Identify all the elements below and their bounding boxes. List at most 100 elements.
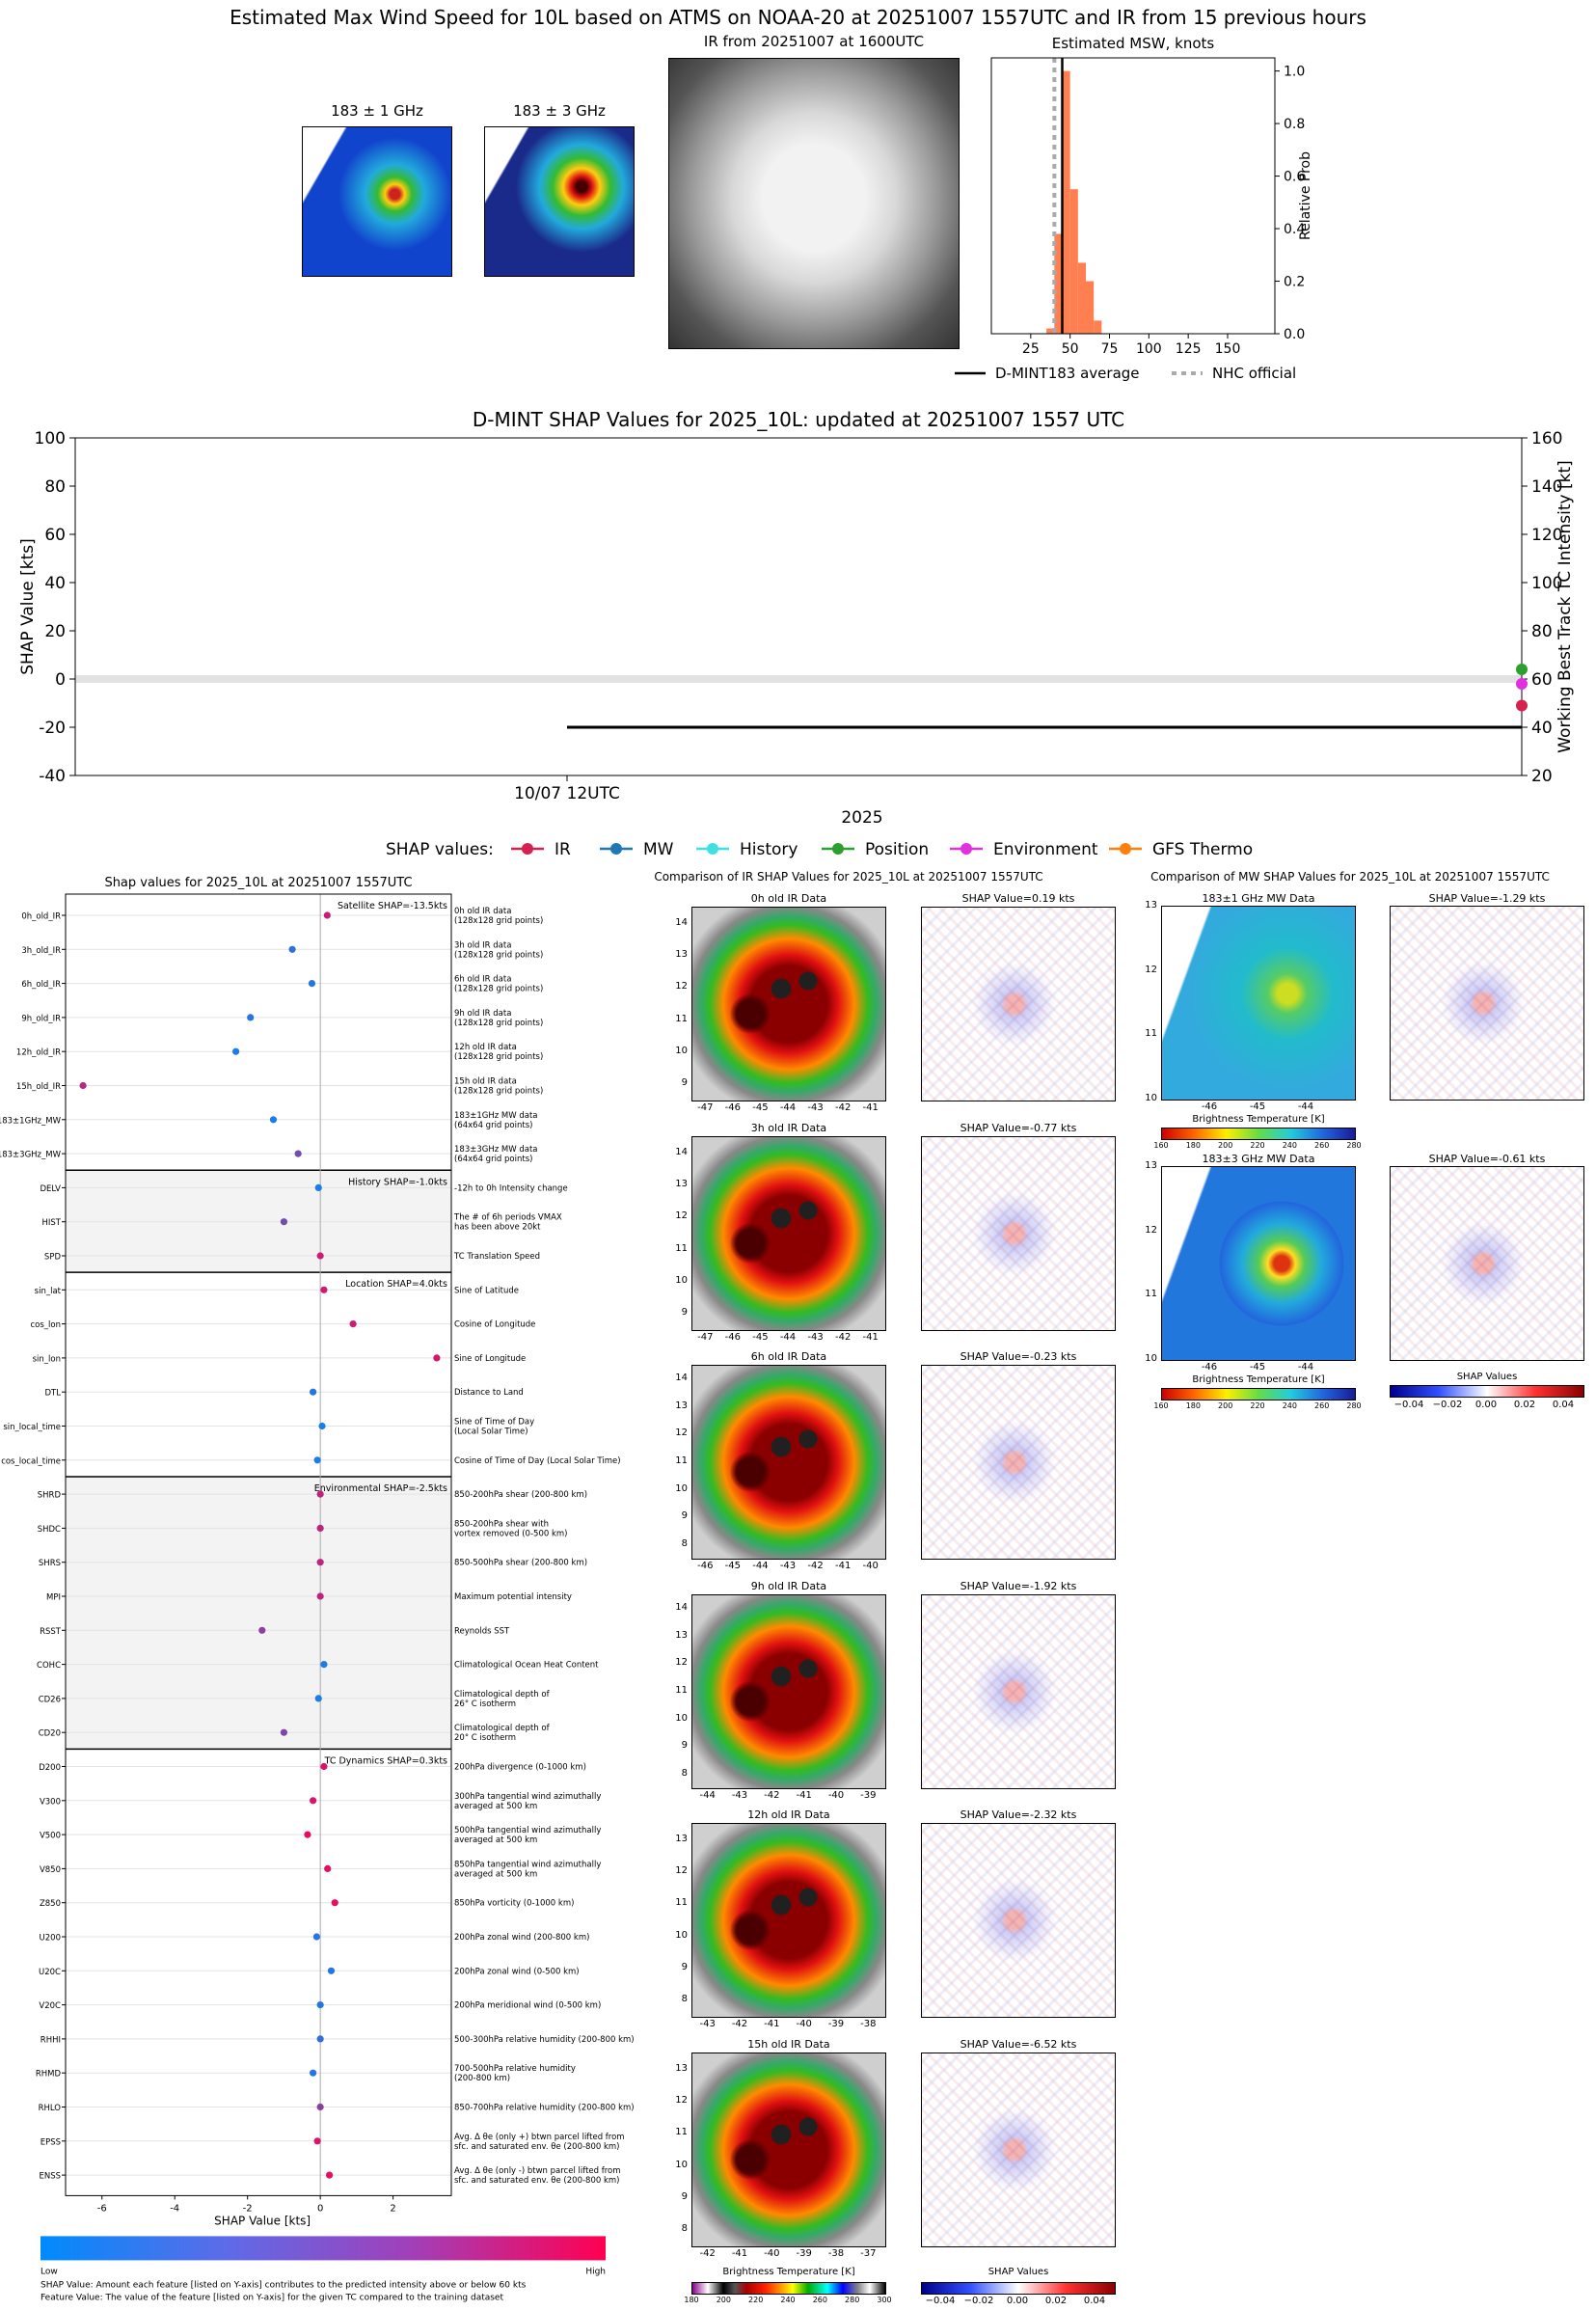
feature-description: Cosine of Time of Day (Local Solar Time) (454, 1456, 621, 1466)
hist-frame (990, 57, 1276, 335)
feature-name: DELV (40, 1184, 61, 1194)
ir-data-title: 15h old IR Data (747, 2038, 830, 2051)
mw-ytick-label: 11 (1145, 1028, 1157, 1040)
feature-description: sfc. and saturated env. θe (200-800 km) (454, 2142, 620, 2152)
feature-shap-point (269, 1116, 278, 1124)
left-tick-label: 60 (44, 526, 66, 545)
group-shade (66, 1476, 451, 1750)
feature-description: Climatological Ocean Heat Content (454, 1661, 599, 1671)
timeline-title: D-MINT SHAP Values for 2025_10L: updated… (473, 408, 1124, 431)
hist-xtick-label: 50 (1062, 341, 1079, 357)
ir-ytick-label: 13 (675, 1400, 688, 1411)
feature-description: averaged at 500 km (454, 1802, 537, 1811)
mw-colorbar-tick: 260 (1314, 1141, 1330, 1150)
feature-shap-point (313, 1456, 321, 1464)
right-tick-label: 60 (1531, 670, 1553, 690)
ir-data-title: 0h old IR Data (750, 892, 827, 905)
feature-description: 200hPa zonal wind (200-800 km) (454, 1933, 589, 1943)
ir-ytick-label: 12 (675, 1865, 688, 1876)
ir-data-image (691, 1136, 886, 1331)
feature-shap-point (314, 1183, 322, 1191)
ir-shap-title: SHAP Value=-6.52 kts (960, 2038, 1077, 2051)
feature-name: 9h_old_IR (21, 1014, 61, 1023)
ir-xtick-label: -42 (731, 2019, 748, 2029)
ir-shap-colorbar-tick: −0.04 (925, 2296, 956, 2306)
hist-xtick-label: 25 (1022, 341, 1040, 357)
mw-colorbar-tick: 180 (1185, 1141, 1201, 1150)
legend-average-label: D-MINT183 average (995, 365, 1140, 382)
ir-xtick-label: -40 (862, 1561, 879, 1571)
ir-colorbar-tick: 220 (748, 2296, 764, 2304)
hist-ytick-label: 1.0 (1284, 65, 1305, 80)
feature-name: V20C (39, 2001, 61, 2011)
feature-description: Climatological depth of (454, 1690, 551, 1699)
left-tick-label: -20 (39, 719, 66, 738)
feature-shap-point (310, 2069, 317, 2077)
ir-xtick-label: -39 (827, 2019, 845, 2029)
mw-xtick-label: -46 (1201, 1101, 1218, 1112)
feature-name: SHRD (38, 1491, 62, 1501)
feature-name: V850 (40, 1865, 61, 1875)
timeline-ylabel-right: Working Best Track TC Intensity [kt] (1555, 460, 1575, 753)
ir-ytick-label: 8 (681, 1994, 688, 2005)
mw-shap-colorbar-tick: 0.00 (1474, 1400, 1498, 1410)
feature-shap-point (318, 1422, 326, 1430)
ir-ytick-label: 13 (675, 949, 688, 960)
ir-xtick-label: -38 (860, 2019, 877, 2029)
feature-name: 183±3GHz_MW (0, 1151, 62, 1160)
hist-bar (1062, 70, 1070, 334)
ir-colorbar-tick: 260 (812, 2296, 827, 2304)
ir-ytick-label: 12 (675, 1210, 688, 1222)
legend-marker-environment (960, 843, 972, 855)
mw-colorbar-tick: 280 (1346, 1401, 1362, 1410)
ir-xtick-label: -42 (834, 1102, 852, 1113)
hist-bar (1086, 281, 1095, 334)
feature-shap-point (280, 1218, 288, 1226)
feature-shap-point (304, 1831, 311, 1838)
ir-ytick-label: 9 (681, 1962, 688, 1972)
ir-shap-title: SHAP Value=-0.23 kts (960, 1350, 1077, 1363)
series-point-environment (1516, 678, 1528, 690)
ir-data-image (691, 1365, 886, 1560)
mw-xtick-label: -44 (1297, 1101, 1314, 1112)
mw-colorbar-label: Brightness Temperature [K] (1192, 1114, 1325, 1125)
ir-xtick-label: -46 (724, 1332, 742, 1343)
hist-ytick-label: 0.4 (1284, 222, 1305, 237)
right-tick-label: 80 (1531, 622, 1553, 641)
feature-shap-point (316, 2103, 324, 2111)
feature-description: Avg. Δ θe (only +) btwn parcel lifted fr… (454, 2133, 625, 2142)
figure-title: Estimated Max Wind Speed for 10L based o… (230, 6, 1366, 29)
feature-shap-point (433, 1354, 441, 1362)
feature-description: 183±3GHz MW data (454, 1145, 537, 1155)
feature-description: 850hPa vorticity (0-1000 km) (454, 1899, 574, 1909)
ir-ytick-label: 10 (675, 1712, 688, 1724)
mw-small-title-1: 183 ± 1 GHz (331, 102, 423, 120)
feature-name: cos_lon (30, 1320, 61, 1330)
mw-data-image (1161, 906, 1356, 1101)
right-tick-label: 40 (1531, 719, 1553, 738)
feature-shap-point (310, 1797, 317, 1805)
feature-shap-point (316, 1490, 324, 1498)
feature-name: V500 (40, 1832, 61, 1841)
mw-ytick-label: 10 (1145, 1353, 1157, 1364)
mw-colorbar-tick: 260 (1314, 1401, 1330, 1410)
ir-xtick-label: -40 (796, 2019, 812, 2029)
feature-shap-point (258, 1626, 266, 1634)
ir-ytick-label: 10 (675, 1929, 688, 1941)
feature-description: 200hPa zonal wind (0-500 km) (454, 1967, 580, 1976)
feature-shap-point (320, 1286, 328, 1293)
feature-name: COHC (37, 1661, 61, 1671)
ir-xtick-label: -39 (796, 2248, 812, 2259)
mw-shap-colorbar (1390, 1385, 1584, 1398)
ir-xtick-label: -41 (862, 1332, 879, 1343)
mw-shap-colorbar-tick: 0.02 (1513, 1400, 1536, 1410)
ir-ytick-label: 10 (675, 1275, 688, 1286)
feature-shap-point (316, 2001, 324, 2009)
feature-description: 850-700hPa relative humidity (200-800 km… (454, 2104, 635, 2113)
feature-description: 12h old IR data (454, 1043, 517, 1052)
feature-xtick-label: 0 (317, 2203, 323, 2214)
feature-shap-point (314, 1695, 322, 1702)
feature-shap-point (324, 1864, 332, 1872)
feature-shap-point (312, 1933, 320, 1941)
ir-data-title: 9h old IR Data (750, 1580, 827, 1592)
